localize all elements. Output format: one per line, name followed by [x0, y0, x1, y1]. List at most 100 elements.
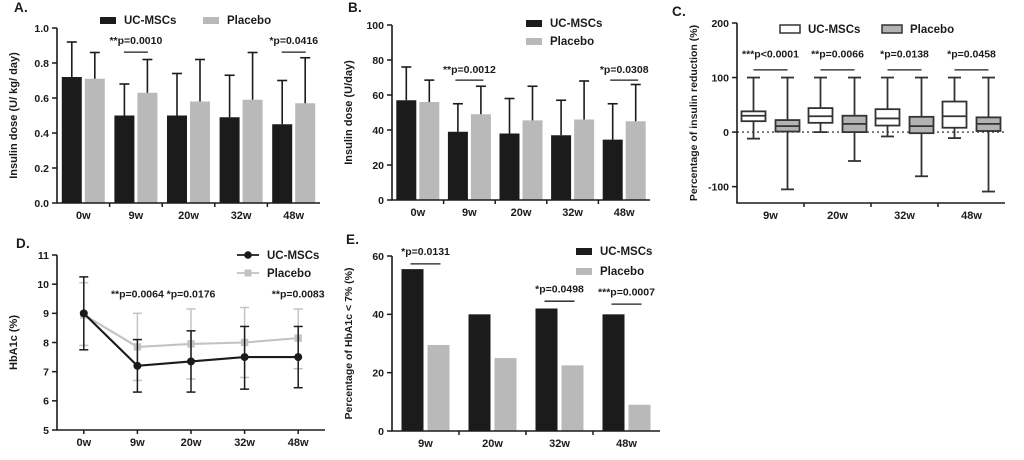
svg-text:0.0: 0.0 [34, 198, 49, 210]
bars [401, 269, 651, 431]
svg-text:***p<0.0001: ***p<0.0001 [742, 48, 799, 60]
significance-annotations: **p=0.0012 *p=0.0308 [443, 64, 649, 81]
svg-text:Placebo: Placebo [910, 24, 954, 36]
svg-text:Insulin dose (U/ kg/ day): Insulin dose (U/ kg/ day) [8, 52, 20, 179]
y-axis-ticks: 0 20 40 60 [372, 251, 392, 438]
x-axis-labels: 0w 9w 20w 32w 48w [410, 207, 635, 219]
panel-d-chart-hba1c-line: 5 6 7 8 9 10 11 0w 9w 20w 32w 48w HbA1c (%) **p=0.006… [8, 250, 325, 449]
x-axis-labels: 9w 20w 32w 48w [763, 210, 982, 222]
svg-text:0: 0 [723, 127, 729, 139]
svg-text:Percentage of insulin reductio: Percentage of insulin reduction (%) [688, 25, 700, 201]
bar-uc-mscs-20w [468, 314, 491, 431]
bar-placebo-48w [625, 121, 646, 200]
svg-text:8: 8 [43, 337, 49, 349]
legend: UC-MSCs Placebo [526, 18, 602, 48]
legend-swatch [576, 248, 592, 255]
significance-annotations: *p=0.0131 *p=0.0498 ***p=0.0007 [401, 246, 655, 305]
bar-placebo-48w [295, 103, 316, 203]
bar-uc-mscs-32w [535, 308, 558, 431]
svg-text:20: 20 [372, 367, 384, 379]
panel-c-chart-insulin-reduction-boxplot: -100 0 100 200 9w 20w 32w 48w Percentage of insu… [688, 18, 1005, 222]
svg-text:**p=0.0066: **p=0.0066 [811, 48, 864, 60]
error-bars [66, 41, 311, 125]
y-axis-title: Insulin dose (U/day) [343, 60, 355, 165]
bar-placebo-32w [561, 365, 584, 431]
svg-text:60: 60 [372, 90, 384, 102]
bar-placebo-0w [84, 78, 105, 203]
y-axis-title: HbA1c (%) [8, 315, 20, 370]
svg-text:*p=0.0458: *p=0.0458 [947, 48, 996, 60]
svg-text:9: 9 [43, 308, 49, 320]
box-placebo-9w [774, 76, 801, 191]
bar-placebo-20w [494, 358, 517, 431]
svg-text:100: 100 [711, 72, 729, 84]
y-axis-ticks: 0.0 0.2 0.4 0.6 0.8 1.0 [34, 23, 57, 210]
bar-uc-mscs-9w [114, 115, 135, 203]
axes [56, 28, 320, 204]
panel-a-label: A. [14, 0, 28, 15]
svg-text:*p=0.0498: *p=0.0498 [535, 283, 584, 295]
x-axis-ticks [803, 203, 939, 207]
svg-text:**p=0.0012: **p=0.0012 [443, 64, 496, 76]
x-axis-ticks [83, 430, 299, 434]
y-axis-title: Insulin dose (U/ kg/ day) [8, 52, 20, 179]
panel-b-chart-insulin-dose-daily: 0 20 40 60 80 100 0w 9w 20w 32w 48w Insulin dose (U… [343, 18, 650, 219]
svg-text:Insulin dose (U/day): Insulin dose (U/day) [343, 60, 355, 165]
x-axis-labels: 0w 9w 20w 32w 48w [76, 437, 309, 449]
panel-d-label: D. [16, 236, 30, 251]
svg-text:20w: 20w [827, 210, 848, 222]
y-axis-title: Percentage of insulin reduction (%) [688, 25, 700, 201]
svg-text:9w: 9w [130, 437, 145, 449]
svg-text:32w: 32w [231, 210, 252, 222]
bars [61, 77, 316, 203]
svg-text:*p=0.0176: *p=0.0176 [167, 288, 216, 300]
svg-text:32w: 32w [562, 207, 583, 219]
legend-item-placebo: Placebo [203, 15, 271, 27]
legend-swatch [526, 38, 542, 45]
svg-text:20: 20 [372, 160, 384, 172]
bar-placebo-32w [574, 119, 595, 200]
bar-uc-mscs-0w [61, 77, 82, 203]
svg-text:20w: 20w [482, 438, 503, 450]
y-axis-title: Percentage of HbA1c < 7% (%) [343, 267, 355, 419]
svg-text:**p=0.0064: **p=0.0064 [111, 288, 164, 300]
svg-text:0w: 0w [410, 207, 425, 219]
svg-text:-100: -100 [708, 181, 729, 193]
marker-circle [240, 353, 249, 362]
line-series [79, 276, 303, 393]
legend-marker-circle [244, 251, 252, 259]
svg-text:0.2: 0.2 [34, 163, 49, 175]
legend-swatch [526, 20, 542, 27]
legend-item-uc-mscs: UC-MSCs [779, 24, 860, 36]
svg-text:*p=0.0416: *p=0.0416 [269, 35, 318, 47]
svg-text:100: 100 [366, 20, 384, 32]
bar-placebo-9w [137, 92, 158, 203]
svg-text:0.4: 0.4 [34, 128, 49, 140]
axes [391, 25, 650, 201]
bar-placebo-32w [242, 99, 263, 203]
marker-circle [79, 309, 88, 318]
svg-text:20w: 20w [178, 210, 199, 222]
svg-text:Placebo: Placebo [227, 15, 271, 27]
bar-uc-mscs-9w [401, 269, 424, 431]
svg-text:Placebo: Placebo [550, 36, 594, 48]
svg-text:9w: 9w [418, 438, 433, 450]
svg-text:6: 6 [43, 396, 49, 408]
bar-uc-mscs-32w [551, 135, 572, 200]
box-uc-mscs-48w [941, 76, 968, 139]
svg-text:80: 80 [372, 55, 384, 67]
legend-item-uc-mscs: UC-MSCs [100, 15, 176, 27]
x-axis-labels: 9w 20w 32w 48w [418, 438, 637, 450]
boxplots [740, 76, 1002, 193]
legend-box-swatch [779, 24, 801, 34]
svg-text:48w: 48w [614, 207, 635, 219]
box-placebo-48w [975, 76, 1002, 193]
bars [396, 100, 646, 200]
legend-item-placebo: Placebo [576, 266, 644, 278]
bar-uc-mscs-9w [447, 131, 468, 200]
svg-text:Percentage of HbA1c < 7% (%): Percentage of HbA1c < 7% (%) [343, 267, 355, 419]
panel-c: C. -100 0 100 200 9w 20w 32w 48w Percentage of i… [660, 0, 1024, 230]
bar-placebo-9w [427, 344, 450, 431]
bar-uc-mscs-48w [602, 314, 625, 431]
